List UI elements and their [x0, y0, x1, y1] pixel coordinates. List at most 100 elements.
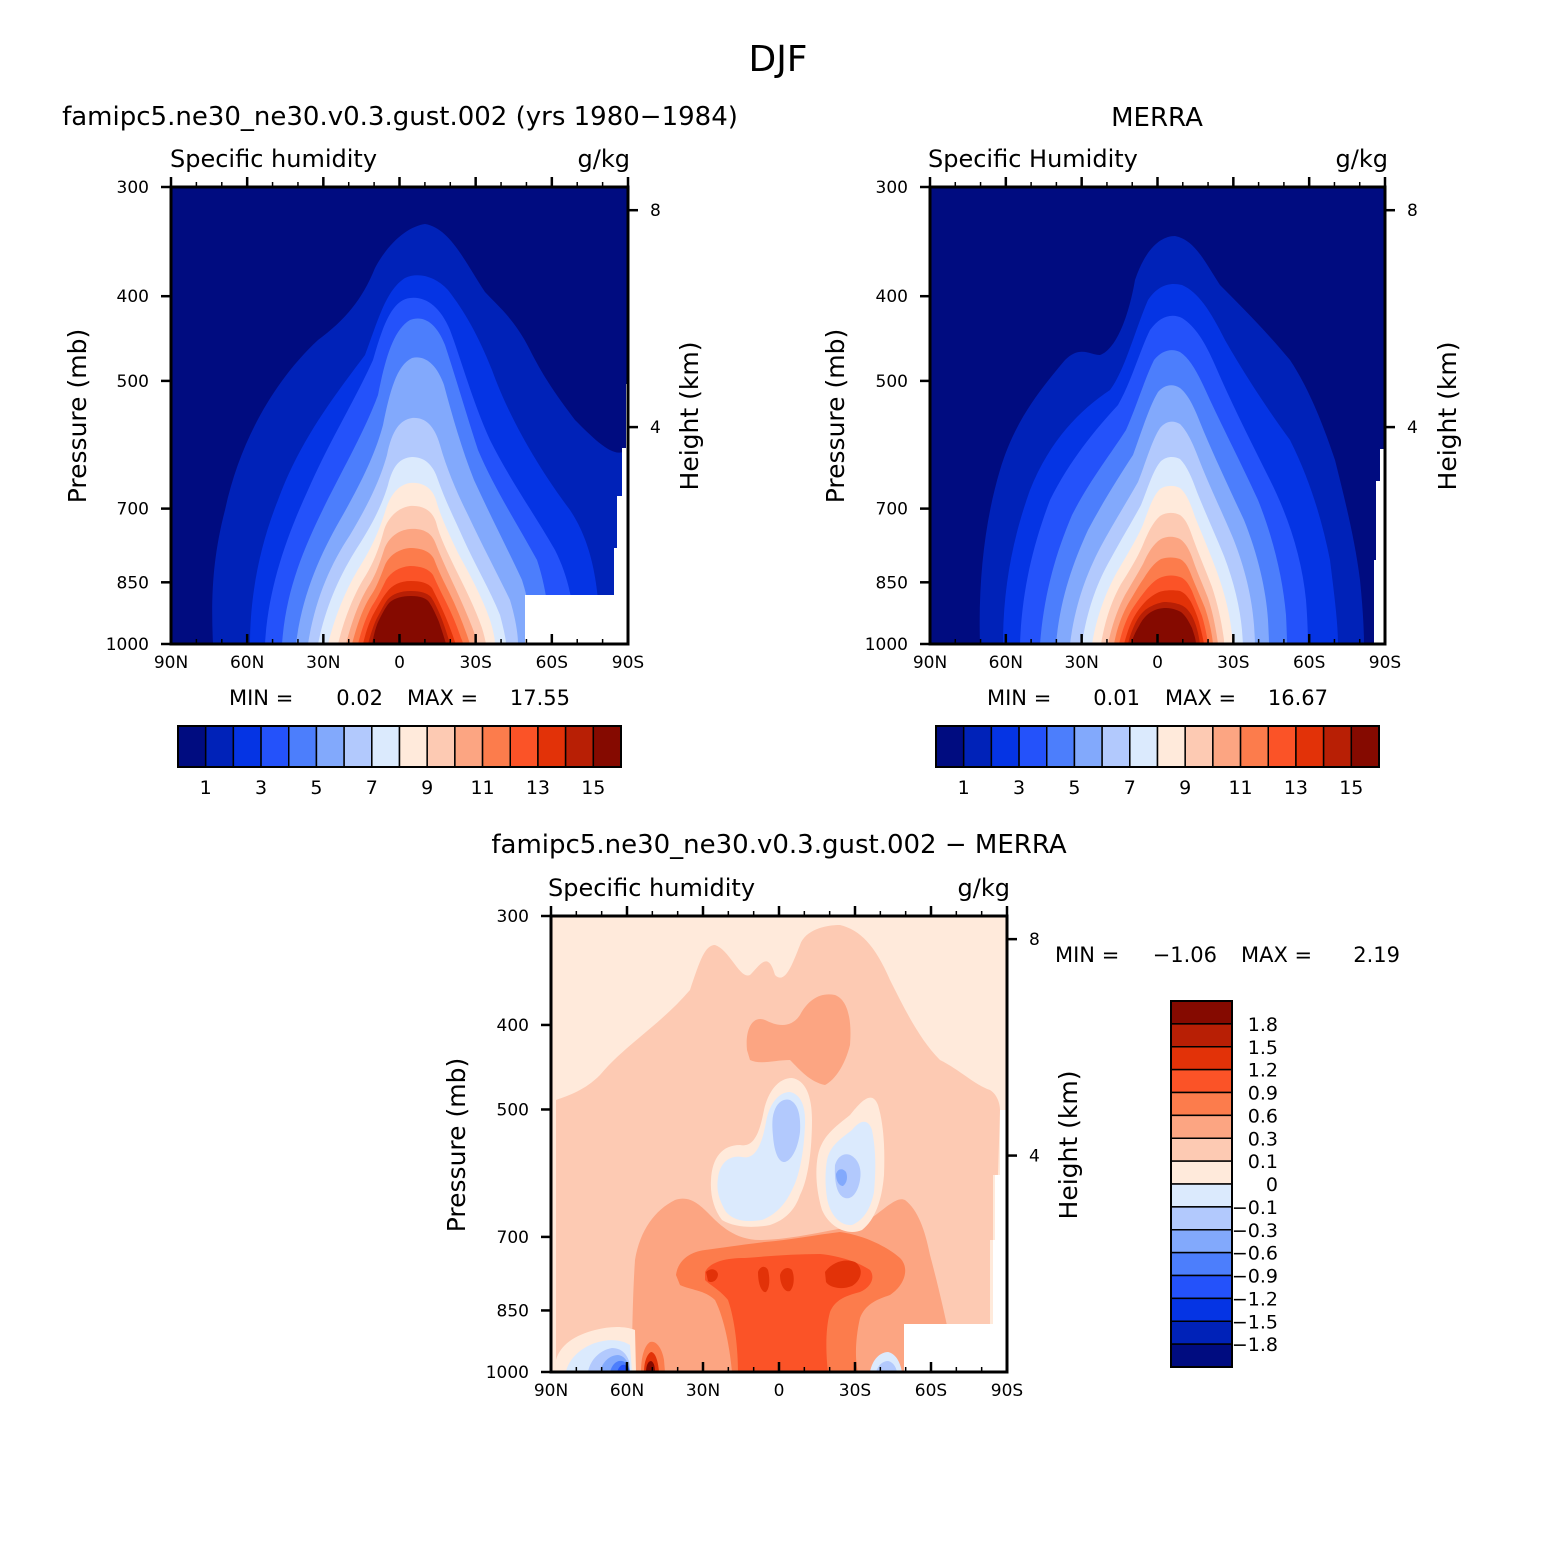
- diff-xtick-label: 60N: [610, 1381, 644, 1401]
- merra-colorbar-label: 7: [1124, 777, 1136, 799]
- merra-xtick-label: 90S: [1369, 653, 1401, 673]
- diff-level-neg0.1-a: [772, 1099, 801, 1163]
- diff-colorbar-label: −1.5: [1232, 1311, 1278, 1333]
- diff-colorbar-box: [1170, 1068, 1233, 1094]
- diff-colorbar-label: −1.2: [1232, 1288, 1278, 1310]
- panel-merra-y2label: Height (km): [1433, 342, 1462, 491]
- panel-diff-units-label: g/kg: [958, 874, 1010, 902]
- panel-diff-field: [551, 916, 1007, 1372]
- panel-model-axes: 90N 60N 30N 0 30S 60S 90S 300 400 500 700 850 1000 8 4: [106, 177, 661, 673]
- diff-colorbar-box: [1170, 1046, 1233, 1071]
- diff-colorbar-box: [1170, 1091, 1233, 1117]
- diff-colorbar-box: [1170, 1114, 1233, 1139]
- panel-diff: famipc5.ne30_ne30.v0.3.gust.002 − MERRA …: [442, 830, 1400, 1401]
- model-colorbar-box: [592, 725, 622, 768]
- panel-diff-colorbar: 1.81.51.20.90.60.30.10−0.1−0.3−0.6−0.9−1…: [1170, 1000, 1278, 1368]
- panel-diff-max-value: 2.19: [1353, 943, 1400, 967]
- merra-ytick-label: 850: [876, 573, 908, 593]
- model-xtick-label: 90N: [154, 653, 188, 673]
- diff-xtick-label: 30S: [839, 1381, 871, 1401]
- diff-colorbar-box: [1170, 1206, 1233, 1231]
- model-colorbar-box: [232, 725, 262, 768]
- merra-colorbar-box: [1101, 725, 1131, 768]
- model-xtick-label: 30S: [459, 653, 491, 673]
- merra-colorbar-box: [1129, 725, 1159, 768]
- model-ytick-label: 1000: [106, 635, 149, 655]
- model-colorbar-label: 7: [366, 777, 378, 799]
- model-colorbar-box: [343, 725, 373, 768]
- merra-colorbar-frame: [935, 725, 1380, 768]
- merra-colorbar-box: [1156, 725, 1186, 768]
- merra-xtick-label: 30S: [1217, 653, 1249, 673]
- model-ytick-label: 300: [117, 178, 149, 198]
- model-colorbar-box: [481, 725, 511, 768]
- merra-colorbar-label: 9: [1179, 777, 1191, 799]
- diff-level-1.2-a: [758, 1266, 770, 1293]
- model-missing-below-surface: [525, 384, 628, 644]
- panel-model-min-value: 0.02: [336, 686, 383, 710]
- merra-colorbar-box: [1295, 725, 1325, 768]
- merra-colorbar-label: 1: [958, 777, 970, 799]
- diff-y2tick-label: 8: [1029, 930, 1040, 950]
- model-ytick-label: 850: [117, 573, 149, 593]
- panel-merra-axes: 90N 60N 30N 0 30S 60S 90S 300 400 500 700 850 1000 8 4: [865, 177, 1418, 673]
- diff-colorbar-label: −0.3: [1232, 1220, 1278, 1242]
- panel-merra-min-text: MIN =: [987, 686, 1051, 710]
- merra-colorbar-box: [1018, 725, 1048, 768]
- diff-colorbar-label: −0.9: [1232, 1266, 1278, 1288]
- panel-model-colorbar: 1 3 5 7 9 11 13 15: [177, 725, 622, 799]
- panel-merra-colorbar: 1 3 5 7 9 11 13 15: [935, 725, 1380, 799]
- merra-level-16: [1131, 608, 1196, 644]
- diff-level-1.2-b: [780, 1267, 794, 1292]
- diff-colorbar-box: [1170, 1229, 1233, 1254]
- diff-colorbar-box: [1170, 1320, 1233, 1345]
- merra-colorbar-box: [1267, 725, 1297, 768]
- model-colorbar-box: [398, 725, 428, 768]
- model-colorbar-label: 13: [526, 777, 550, 799]
- merra-ytick-label: 300: [876, 178, 908, 198]
- merra-xtick-label: 60N: [989, 653, 1023, 673]
- panel-merra-ylabel: Pressure (mb): [821, 329, 850, 503]
- panel-diff-variable-label: Specific humidity: [548, 874, 755, 902]
- panel-model-ylabel: Pressure (mb): [63, 329, 92, 503]
- model-ytick-label: 700: [117, 500, 149, 520]
- model-colorbar-box: [204, 725, 235, 768]
- model-colorbar-frame: [177, 725, 622, 768]
- panel-model-field: [171, 187, 628, 644]
- merra-xtick-label: 30N: [1064, 653, 1098, 673]
- diff-colorbar-box: [1170, 1251, 1233, 1277]
- merra-colorbar-box: [990, 725, 1020, 768]
- merra-colorbar-box: [1239, 725, 1269, 768]
- diff-colorbar-label: −1.8: [1232, 1334, 1278, 1356]
- diff-ytick-label: 1000: [486, 1363, 529, 1383]
- merra-ytick-label: 400: [876, 287, 908, 307]
- panel-diff-title: famipc5.ne30_ne30.v0.3.gust.002 − MERRA: [491, 830, 1066, 860]
- merra-colorbar-box: [962, 725, 993, 768]
- diff-level-1.2-d: [706, 1269, 718, 1283]
- merra-colorbar-box: [1046, 725, 1076, 768]
- diff-colorbar-label: 0.6: [1248, 1105, 1278, 1127]
- model-ytick-label: 400: [117, 287, 149, 307]
- diff-xtick-label: 30N: [686, 1381, 720, 1401]
- panel-diff-y2label: Height (km): [1054, 1071, 1083, 1220]
- diff-colorbar-box: [1170, 1023, 1233, 1048]
- merra-y2tick-label: 4: [1407, 418, 1418, 438]
- merra-colorbar-label: 13: [1284, 777, 1308, 799]
- merra-colorbar-label: 3: [1013, 777, 1025, 799]
- diff-ytick-label: 500: [497, 1100, 529, 1120]
- diff-level-neg0.1-sh: [876, 1361, 897, 1372]
- diff-xtick-label: 90S: [991, 1381, 1023, 1401]
- diff-ytick-label: 300: [497, 907, 529, 927]
- model-colorbar-label: 11: [470, 777, 494, 799]
- merra-y2tick-label: 8: [1407, 201, 1418, 221]
- diff-colorbar-box: [1170, 1343, 1233, 1368]
- merra-colorbar-box: [1212, 725, 1242, 768]
- merra-colorbar-box: [1322, 725, 1353, 768]
- panel-model-min-text: MIN =: [229, 686, 293, 710]
- panel-merra-variable-label: Specific Humidity: [928, 145, 1138, 173]
- merra-colorbar-box: [935, 725, 965, 768]
- merra-colorbar-box: [1184, 725, 1214, 768]
- panel-model-title: famipc5.ne30_ne30.v0.3.gust.002 (yrs 198…: [62, 102, 738, 132]
- model-level-16: [372, 596, 446, 644]
